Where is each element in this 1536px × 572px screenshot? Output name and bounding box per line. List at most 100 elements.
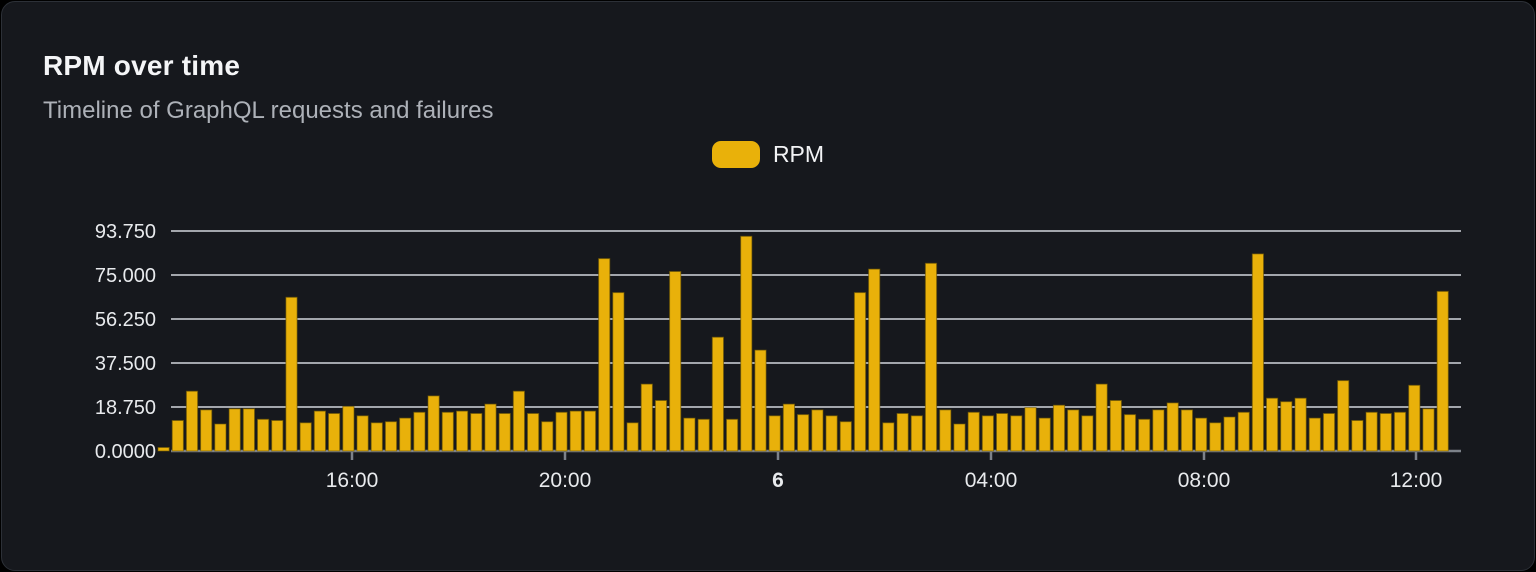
bar[interactable]: [1393, 411, 1407, 452]
bar[interactable]: [484, 403, 497, 452]
bar[interactable]: [1067, 409, 1080, 452]
bar[interactable]: [569, 410, 582, 452]
bar[interactable]: [654, 400, 668, 452]
bar[interactable]: [427, 395, 440, 452]
bar[interactable]: [782, 403, 795, 452]
bar[interactable]: [839, 421, 852, 452]
bar[interactable]: [1109, 400, 1122, 452]
bar[interactable]: [768, 415, 781, 452]
bar[interactable]: [242, 408, 256, 452]
bar[interactable]: [910, 415, 923, 452]
bar[interactable]: [342, 405, 355, 452]
bar[interactable]: [697, 418, 710, 452]
bar[interactable]: [640, 383, 653, 452]
bar[interactable]: [868, 268, 881, 452]
bar[interactable]: [157, 447, 170, 452]
bar[interactable]: [328, 413, 341, 452]
bar[interactable]: [1294, 397, 1307, 452]
bar[interactable]: [441, 411, 454, 452]
bar[interactable]: [1308, 417, 1321, 452]
x-tick-label: 6: [772, 469, 784, 492]
legend-swatch-rpm[interactable]: [711, 141, 760, 168]
bar[interactable]: [726, 418, 739, 452]
bar[interactable]: [924, 262, 938, 452]
bar[interactable]: [470, 413, 483, 452]
bar[interactable]: [456, 410, 469, 452]
bar[interactable]: [555, 411, 568, 452]
bar[interactable]: [228, 408, 241, 452]
bar[interactable]: [853, 292, 867, 452]
bar[interactable]: [1223, 416, 1236, 452]
bar[interactable]: [257, 418, 270, 452]
legend-label-rpm[interactable]: RPM: [772, 141, 825, 167]
bar[interactable]: [1365, 411, 1378, 452]
bar[interactable]: [1138, 418, 1151, 452]
bar[interactable]: [882, 422, 895, 452]
bar[interactable]: [1038, 417, 1051, 452]
bar[interactable]: [370, 422, 383, 452]
bar[interactable]: [285, 296, 298, 452]
bar[interactable]: [1166, 402, 1179, 452]
bar[interactable]: [598, 258, 611, 452]
bar[interactable]: [413, 411, 426, 452]
bar[interactable]: [669, 271, 682, 452]
bar[interactable]: [299, 422, 312, 452]
bar[interactable]: [1351, 420, 1364, 452]
bar[interactable]: [967, 411, 980, 452]
bar[interactable]: [1280, 401, 1293, 452]
y-tick-label: 18.750: [95, 397, 156, 419]
bar[interactable]: [711, 336, 724, 452]
bar[interactable]: [399, 417, 412, 452]
bar[interactable]: [214, 423, 227, 452]
bar[interactable]: [981, 415, 994, 452]
bar[interactable]: [1081, 415, 1094, 452]
bar[interactable]: [953, 423, 966, 452]
bar[interactable]: [1266, 397, 1279, 452]
bar[interactable]: [384, 421, 398, 452]
bar[interactable]: [1422, 408, 1435, 452]
bar[interactable]: [1095, 383, 1108, 452]
bar[interactable]: [825, 415, 838, 452]
bar[interactable]: [811, 409, 824, 452]
bar[interactable]: [541, 421, 554, 452]
bar[interactable]: [1237, 411, 1250, 452]
x-tick-label: 20:00: [539, 469, 592, 492]
bar[interactable]: [1408, 384, 1421, 452]
bar[interactable]: [527, 413, 540, 452]
bar[interactable]: [1123, 414, 1137, 452]
bar[interactable]: [1251, 253, 1265, 452]
bar[interactable]: [498, 413, 511, 452]
y-tick-label: 93.750: [95, 221, 156, 243]
bar[interactable]: [683, 417, 696, 452]
bar[interactable]: [356, 415, 369, 452]
bar[interactable]: [1010, 415, 1023, 452]
bar[interactable]: [200, 409, 213, 452]
bar[interactable]: [1379, 413, 1392, 452]
bar[interactable]: [896, 413, 909, 452]
bar[interactable]: [185, 390, 199, 452]
bar[interactable]: [1209, 422, 1222, 452]
bar[interactable]: [939, 409, 952, 452]
bar[interactable]: [1337, 380, 1350, 452]
bar[interactable]: [1436, 290, 1449, 452]
bar[interactable]: [996, 413, 1009, 452]
bar[interactable]: [626, 422, 639, 452]
bar[interactable]: [512, 390, 525, 452]
chart-subtitle: Timeline of GraphQL requests and failure…: [43, 97, 494, 124]
bar[interactable]: [1152, 409, 1165, 452]
bar[interactable]: [313, 410, 326, 452]
bar[interactable]: [797, 414, 810, 452]
bar[interactable]: [754, 349, 767, 452]
bar[interactable]: [583, 410, 597, 452]
bar[interactable]: [612, 292, 625, 452]
bar[interactable]: [171, 420, 184, 452]
bar[interactable]: [1024, 407, 1037, 452]
bar[interactable]: [740, 235, 753, 452]
bar[interactable]: [1052, 404, 1066, 452]
bar[interactable]: [271, 420, 284, 452]
bar[interactable]: [1180, 409, 1194, 452]
bar[interactable]: [1322, 413, 1336, 452]
bar[interactable]: [1195, 417, 1208, 452]
